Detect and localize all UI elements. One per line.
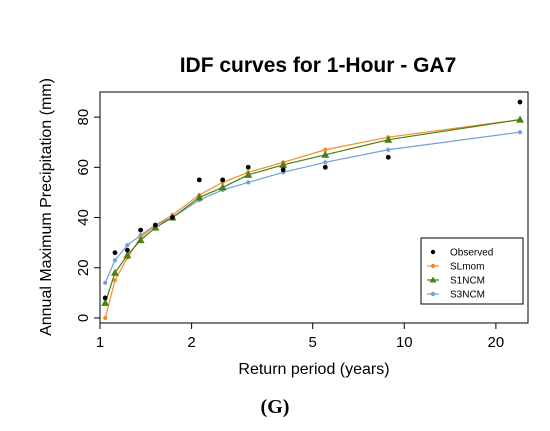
data-point-s1ncm bbox=[195, 193, 204, 201]
data-point-observed bbox=[220, 177, 226, 183]
data-point-s1ncm bbox=[279, 160, 288, 168]
legend-label-observed: Observed bbox=[450, 248, 493, 259]
data-point-observed bbox=[138, 227, 144, 233]
data-point-s3ncm bbox=[323, 160, 328, 165]
data-point-s1ncm bbox=[101, 298, 110, 306]
series-observed bbox=[102, 99, 523, 301]
x-axis-label: Return period (years) bbox=[238, 361, 389, 378]
plot-frame bbox=[99, 91, 529, 324]
data-point-s3ncm bbox=[103, 280, 108, 285]
data-point-s3ncm bbox=[125, 243, 130, 248]
legend-marker-slmom bbox=[430, 263, 436, 269]
y-tick-label: 40 bbox=[75, 209, 92, 226]
data-point-s1ncm bbox=[123, 251, 132, 259]
data-point-s3ncm bbox=[517, 130, 523, 135]
y-tick-label: 60 bbox=[75, 159, 92, 176]
legend-label-s3ncm: S3NCM bbox=[450, 290, 485, 301]
data-point-observed bbox=[196, 177, 202, 183]
data-point-observed bbox=[322, 164, 328, 170]
data-point-s3ncm bbox=[112, 258, 118, 263]
data-point-slmom bbox=[112, 278, 118, 283]
data-point-slmom bbox=[103, 315, 108, 321]
legend-label-s1ncm: S1NCM bbox=[450, 276, 485, 287]
data-point-s3ncm bbox=[246, 180, 251, 185]
data-point-s1ncm bbox=[110, 268, 119, 276]
data-point-observed bbox=[124, 247, 130, 253]
legend-marker-observed bbox=[430, 249, 436, 255]
y-tick-label: 0 bbox=[75, 314, 92, 322]
x-axis: 1 2 5 10 20 bbox=[96, 323, 504, 351]
data-point-s1ncm bbox=[244, 170, 253, 178]
series-s1ncm bbox=[101, 115, 524, 306]
x-tick-label: 1 bbox=[96, 334, 104, 351]
data-point-slmom bbox=[323, 147, 328, 152]
data-point-observed bbox=[102, 295, 108, 301]
data-point-observed bbox=[152, 222, 158, 228]
data-point-s3ncm bbox=[386, 147, 391, 152]
data-point-s1ncm bbox=[321, 150, 330, 158]
data-point-observed bbox=[517, 99, 523, 105]
y-axis: 0 20 40 60 80 bbox=[75, 109, 100, 322]
legend-marker-s1ncm bbox=[429, 276, 437, 283]
data-point-s1ncm bbox=[218, 183, 227, 191]
legend-label-slmom: SLmom bbox=[450, 262, 484, 273]
data-point-observed bbox=[170, 215, 175, 220]
chart-title: IDF curves for 1-Hour - GA7 bbox=[180, 54, 457, 77]
legend-box bbox=[420, 237, 524, 305]
data-point-observed bbox=[280, 167, 286, 173]
legend: Observed SLmom S1NCM S3NCM bbox=[420, 237, 524, 305]
x-tick-label: 2 bbox=[187, 334, 195, 351]
data-point-s1ncm bbox=[515, 115, 524, 123]
y-axis-label: Annual Maximum Precipitation (mm) bbox=[38, 78, 55, 336]
x-tick-label: 10 bbox=[396, 334, 413, 351]
data-point-observed bbox=[112, 250, 118, 256]
y-tick-label: 20 bbox=[75, 259, 92, 276]
data-point-observed bbox=[385, 154, 391, 160]
data-point-s1ncm bbox=[136, 236, 145, 244]
data-point-observed bbox=[245, 164, 251, 170]
data-point-s1ncm bbox=[384, 135, 393, 143]
figure-caption: (G) bbox=[261, 396, 290, 418]
series-layer bbox=[101, 99, 524, 321]
x-tick-label: 20 bbox=[488, 334, 505, 351]
legend-marker-s3ncm bbox=[430, 291, 436, 297]
x-tick-label: 5 bbox=[309, 334, 317, 351]
y-tick-label: 80 bbox=[75, 109, 92, 126]
